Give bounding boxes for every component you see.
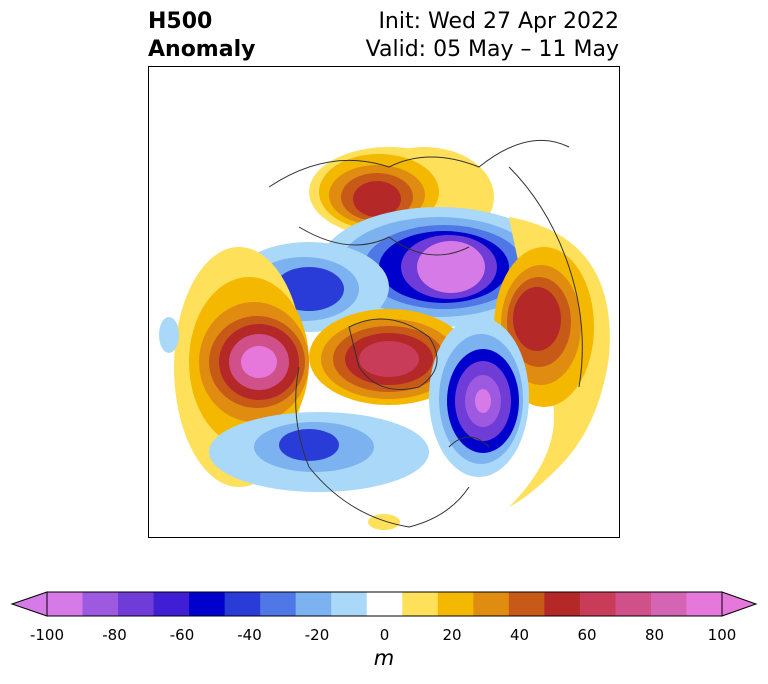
colorbar-segment: [402, 592, 439, 616]
anomaly-pacific-low: [429, 317, 529, 477]
valid-range: Valid: 05 May – 11 May: [365, 37, 619, 62]
colorbar-tick-label: -40: [237, 626, 262, 644]
colorbar-tick-label: 0: [379, 626, 390, 644]
anomaly-canada-high: [309, 309, 469, 405]
colorbar-segment: [366, 592, 403, 616]
colorbar-tick-label: 20: [442, 626, 462, 644]
colorbar-segment: [153, 592, 190, 616]
init-date: Init: Wed 27 Apr 2022: [378, 9, 619, 34]
colorbar-border: [46, 591, 723, 617]
anomaly-westus-low: [209, 412, 429, 492]
colorbar-segment: [686, 592, 723, 616]
variable-title: H500: [148, 9, 213, 34]
colorbar-segment: [579, 592, 616, 616]
colorbar-extend-max: [721, 591, 758, 617]
colorbar-segment: [331, 592, 368, 616]
colorbar: [10, 591, 758, 617]
colorbar-segment: [260, 592, 297, 616]
colorbar-segment: [437, 592, 474, 616]
colorbar-segment: [473, 592, 510, 616]
colorbar-tick-label: 100: [707, 626, 737, 644]
anomaly-map: [148, 66, 620, 538]
colorbar-tick-label: -100: [29, 626, 65, 644]
anomaly-fields: [159, 147, 610, 530]
colorbar-segment: [544, 592, 581, 616]
colorbar-tick-label: 60: [577, 626, 597, 644]
colorbar-segment: [189, 592, 226, 616]
anomaly-small-low: [159, 317, 179, 353]
colorbar-tick-label: 40: [509, 626, 530, 644]
colorbar-segment: [47, 592, 84, 616]
colorbar-tick-label: -60: [169, 626, 195, 644]
colorbar-segment: [82, 592, 119, 616]
title-left: H500 Anomaly: [148, 8, 255, 64]
colorbar-segment: [508, 592, 545, 616]
colorbar-segment: [295, 592, 332, 616]
title-right: Init: Wed 27 Apr 2022 Valid: 05 May – 11…: [366, 8, 619, 64]
colorbar-segment: [650, 592, 687, 616]
colorbar-tick-label: 80: [644, 626, 665, 644]
coastlines: [268, 139, 583, 528]
anomaly-eastasia-high: [494, 217, 610, 507]
colorbar-unit-label: m: [373, 646, 395, 670]
colorbar-segment: [118, 592, 155, 616]
colorbar-segment: [615, 592, 652, 616]
colorbar-tick-label: -20: [304, 626, 330, 644]
map-canvas: [159, 139, 610, 530]
colorbar-extend-min: [10, 591, 48, 617]
colorbar-tick-label: -80: [102, 626, 127, 644]
colorbar-segment: [224, 592, 261, 616]
variable-subtitle: Anomaly: [148, 37, 256, 62]
